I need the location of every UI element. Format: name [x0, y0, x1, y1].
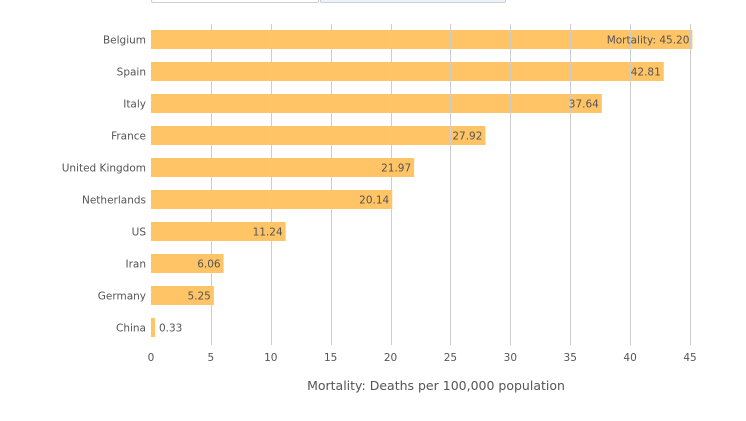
bar-italy[interactable]: [151, 94, 602, 113]
x-axis-title: Mortality: Deaths per 100,000 population: [307, 378, 565, 393]
value-label: 27.92: [452, 131, 482, 143]
category-label: Netherlands: [82, 195, 146, 207]
bar-iran[interactable]: [151, 254, 224, 273]
value-label: 6.06: [197, 259, 221, 271]
value-label: 0.33: [159, 323, 182, 335]
value-label: Mortality: 45.20: [607, 35, 690, 47]
category-label: Belgium: [103, 35, 146, 47]
bar-united-kingdom[interactable]: [151, 158, 415, 177]
value-label: 42.81: [631, 67, 661, 79]
category-label: China: [116, 323, 146, 335]
x-tick-label: 30: [504, 352, 517, 364]
x-tick-label: 0: [148, 352, 155, 364]
x-tick-label: 25: [444, 352, 457, 364]
x-tick-label: 5: [208, 352, 215, 364]
value-label: 11.24: [253, 227, 283, 239]
view-toggle-button-2[interactable]: [320, 0, 506, 3]
x-tick-label: 45: [683, 352, 696, 364]
x-tick-label: 10: [264, 352, 277, 364]
view-toggle-button-1[interactable]: [151, 0, 319, 3]
bar-us[interactable]: [151, 222, 286, 241]
bar-china[interactable]: [151, 318, 155, 337]
x-tick-label: 35: [564, 352, 577, 364]
value-label: 20.14: [359, 195, 389, 207]
bar-belgium[interactable]: [151, 30, 693, 49]
category-label: United Kingdom: [62, 163, 146, 175]
bar-spain[interactable]: [151, 62, 664, 81]
category-label: Spain: [117, 67, 146, 79]
x-tick-label: 40: [623, 352, 636, 364]
category-label: Germany: [98, 291, 146, 303]
x-tick-label: 20: [384, 352, 397, 364]
category-label: France: [111, 131, 146, 143]
category-label: Italy: [123, 99, 146, 111]
bar-germany[interactable]: [151, 286, 214, 305]
value-label: 5.25: [187, 291, 210, 303]
bar-france[interactable]: [151, 126, 486, 145]
value-label: 21.97: [381, 163, 411, 175]
category-label: Iran: [125, 259, 146, 271]
category-label: US: [132, 227, 147, 239]
x-tick-label: 15: [324, 352, 337, 364]
value-label: 37.64: [569, 99, 599, 111]
